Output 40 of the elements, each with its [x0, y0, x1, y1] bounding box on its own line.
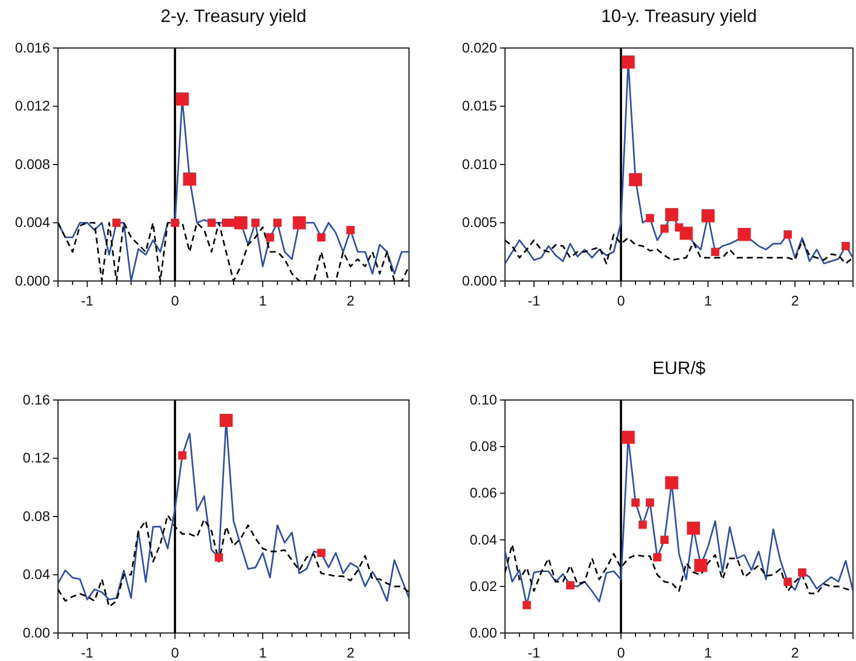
x-tick-label: -1 — [80, 644, 94, 660]
x-tick-label: 2 — [346, 644, 355, 660]
x-tick-label: 0 — [171, 292, 180, 308]
x-tick-label: 2 — [791, 644, 800, 660]
y-tick-label: 0.004 — [14, 214, 50, 230]
y-tick-label: 0.000 — [14, 272, 50, 288]
x-tick-label: 1 — [704, 644, 712, 660]
x-tick-label: 0 — [617, 644, 626, 660]
x-tick-label: -1 — [528, 644, 540, 660]
x-tick-label: 0 — [617, 292, 626, 308]
chart-title: 2-y. Treasury yield — [160, 6, 306, 26]
y-tick-label: 0.008 — [14, 156, 50, 172]
y-tick-label: 0.016 — [14, 39, 50, 56]
x-tick-label: 1 — [704, 292, 712, 308]
y-tick-label: 0.12 — [22, 450, 50, 466]
x-tick-label: 1 — [258, 644, 267, 660]
y-tick-label: 0.10 — [470, 391, 498, 408]
y-tick-label: 0.08 — [22, 508, 50, 524]
y-tick-label: 0.04 — [470, 531, 498, 548]
y-tick-label: 0.08 — [470, 438, 498, 454]
x-tick-label: -1 — [528, 292, 540, 308]
y-tick-label: 0.005 — [462, 214, 498, 230]
x-tick-label: 0 — [171, 644, 180, 660]
y-tick-label: 0.000 — [462, 272, 498, 288]
y-tick-label: 0.02 — [470, 578, 498, 594]
y-tick-label: 0.015 — [462, 98, 498, 114]
y-tick-label: 0.00 — [22, 624, 50, 640]
y-tick-label: 0.00 — [470, 624, 498, 640]
y-tick-label: 0.16 — [22, 391, 50, 408]
chart-title: 10-y. Treasury yield — [601, 6, 757, 26]
x-tick-label: 1 — [258, 292, 267, 308]
y-tick-label: 0.010 — [462, 156, 498, 172]
y-tick-label: 0.04 — [22, 566, 50, 582]
y-tick-label: 0.06 — [470, 484, 498, 501]
y-tick-label: 0.020 — [462, 39, 498, 56]
x-tick-label: -1 — [80, 292, 94, 308]
chart-title: EUR/$ — [652, 358, 706, 378]
y-tick-label: 0.012 — [14, 98, 50, 114]
x-tick-label: 2 — [346, 292, 355, 308]
x-tick-label: 2 — [791, 292, 800, 308]
